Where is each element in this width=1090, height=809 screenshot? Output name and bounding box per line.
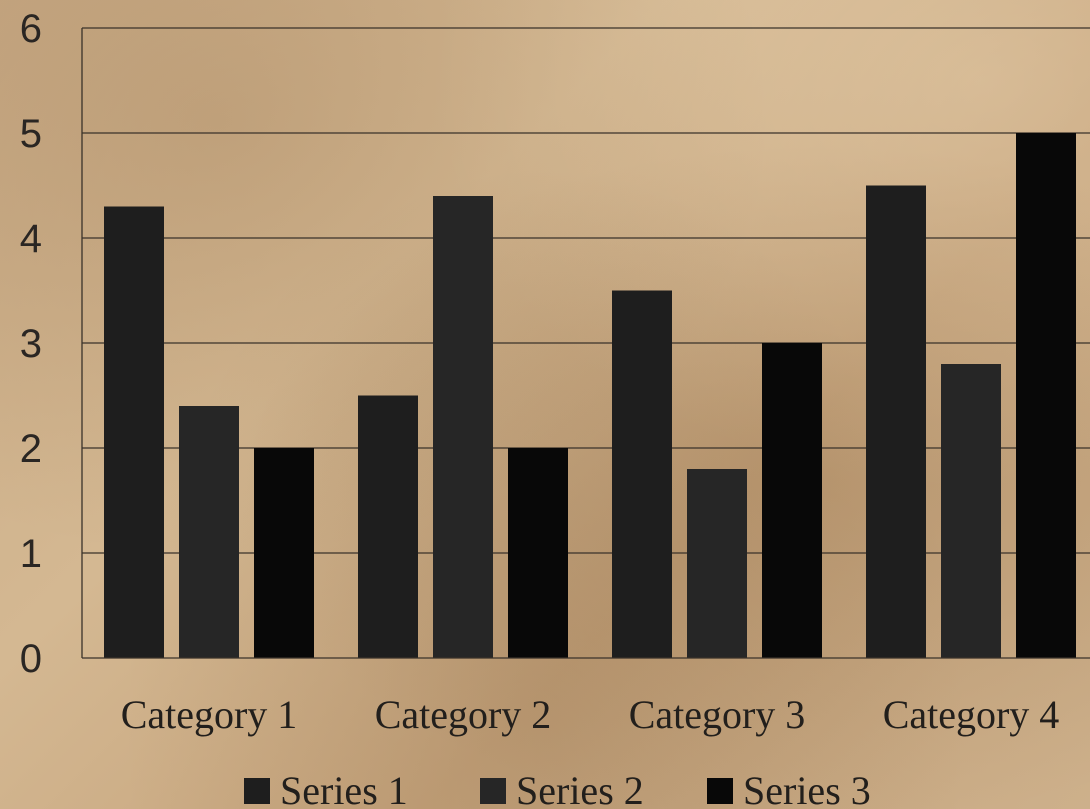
legend-swatch-2 <box>480 778 506 804</box>
legend-label-3: Series 3 <box>743 768 871 809</box>
legend: Series 1 Series 2 Series 3 <box>244 768 871 809</box>
bar-4-3 <box>1016 133 1076 658</box>
legend-swatch-1 <box>244 778 270 804</box>
bar-1-1 <box>104 206 164 658</box>
bar-2-2 <box>433 196 493 658</box>
bar-3-3 <box>762 343 822 658</box>
bar-3-1 <box>612 290 672 658</box>
bar-4-1 <box>866 185 926 658</box>
x-axis-tick-labels: Category 1 Category 2 Category 3 Category 4 <box>121 692 1060 737</box>
x-tick-label-2: Category 2 <box>375 692 552 737</box>
bars <box>104 133 1076 658</box>
legend-swatch-3 <box>707 778 733 804</box>
legend-label-2: Series 2 <box>516 768 644 809</box>
axes <box>81 28 1090 659</box>
y-tick-label-3: 3 <box>20 322 42 366</box>
bar-1-3 <box>254 448 314 658</box>
x-tick-label-3: Category 3 <box>629 692 806 737</box>
y-tick-label-1: 1 <box>20 532 42 576</box>
y-tick-label-2: 2 <box>20 427 42 471</box>
x-tick-label-4: Category 4 <box>883 692 1060 737</box>
bar-1-2 <box>179 406 239 658</box>
y-tick-label-4: 4 <box>20 217 42 261</box>
bar-3-2 <box>687 469 747 658</box>
bar-2-1 <box>358 395 418 658</box>
y-axis-tick-labels: 0 1 2 3 4 5 6 <box>20 7 42 681</box>
legend-label-1: Series 1 <box>280 768 408 809</box>
y-tick-label-0: 0 <box>20 637 42 681</box>
y-tick-label-5: 5 <box>20 112 42 156</box>
y-tick-label-6: 6 <box>20 7 42 51</box>
x-tick-label-1: Category 1 <box>121 692 298 737</box>
bar-4-2 <box>941 364 1001 658</box>
bar-2-3 <box>508 448 568 658</box>
